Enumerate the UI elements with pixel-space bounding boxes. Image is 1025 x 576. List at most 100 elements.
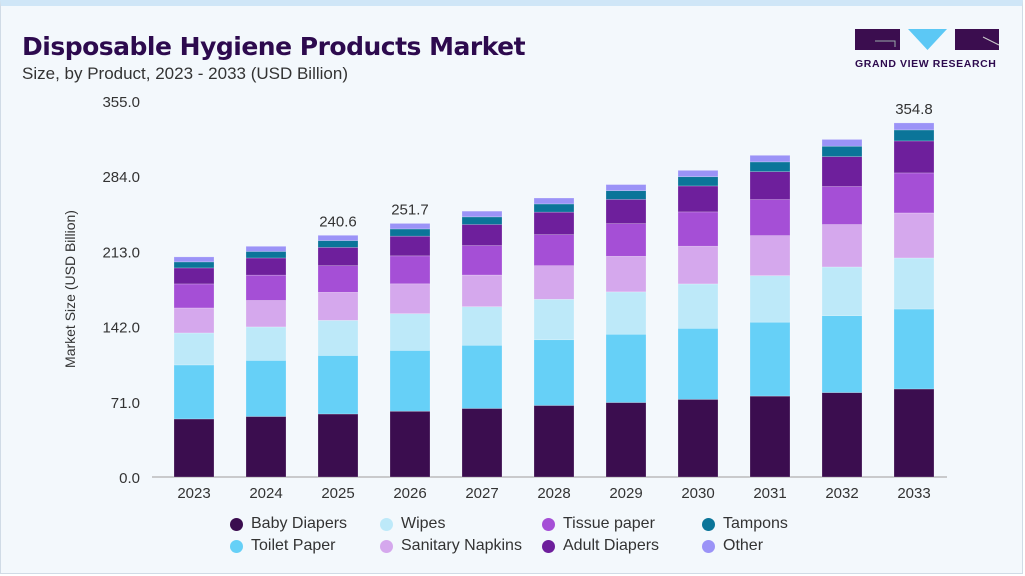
- bar-segment-toilet-paper: [461, 344, 503, 409]
- bar-segment-other: [749, 155, 791, 163]
- legend-swatch: [702, 517, 715, 531]
- bar-segment-sanitary-napkins: [605, 255, 647, 293]
- bar-segment-wipes: [893, 257, 935, 310]
- x-tick-label: 2028: [537, 485, 570, 502]
- legend-label: Tampons: [723, 515, 788, 532]
- bar-segment-tampons: [389, 228, 431, 237]
- bar-segment-adult-diapers: [821, 156, 863, 187]
- bar-segment-baby-diapers: [533, 405, 575, 478]
- bar-segment-other: [461, 210, 503, 218]
- bar-segment-tissue-paper: [605, 223, 647, 257]
- bar-segment-toilet-paper: [245, 360, 287, 417]
- bar-segment-tampons: [821, 145, 863, 157]
- bar-segment-wipes: [605, 291, 647, 335]
- bar-segment-adult-diapers: [461, 224, 503, 246]
- bar-segment-adult-diapers: [893, 140, 935, 174]
- bar-segment-sanitary-napkins: [173, 307, 215, 334]
- bar-segment-baby-diapers: [245, 416, 287, 478]
- bar-segment-tissue-paper: [749, 199, 791, 236]
- bar-segment-wipes: [245, 326, 287, 361]
- bar-segment-adult-diapers: [533, 211, 575, 235]
- x-tick-label: 2026: [393, 485, 426, 502]
- bar-segment-sanitary-napkins: [317, 291, 359, 321]
- bar-segment-sanitary-napkins: [245, 300, 287, 328]
- bar-segment-other: [605, 184, 647, 192]
- legend-swatch: [702, 539, 715, 553]
- bar-segment-toilet-paper: [821, 315, 863, 393]
- bar-segment-baby-diapers: [605, 402, 647, 478]
- grand-view-research-logo: [855, 29, 1000, 50]
- bar-segment-tissue-paper: [893, 172, 935, 214]
- bar-segment-tampons: [533, 203, 575, 213]
- bar-segment-baby-diapers: [677, 399, 719, 478]
- y-tick-label: 213.0: [102, 244, 140, 261]
- bar-segment-tissue-paper: [173, 283, 215, 309]
- x-tick-label: 2029: [609, 485, 642, 502]
- bar-segment-other: [893, 122, 935, 131]
- legend-item: Baby Diapers: [230, 515, 380, 533]
- bar-segment-toilet-paper: [173, 364, 215, 420]
- bar-segment-tampons: [677, 176, 719, 187]
- bar-segment-adult-diapers: [605, 199, 647, 224]
- legend-item: Other: [702, 537, 822, 555]
- bar-segment-other: [245, 246, 287, 252]
- y-tick-label: 71.0: [111, 395, 140, 412]
- bar-total-label: 251.7: [391, 201, 429, 218]
- x-tick-label: 2030: [681, 485, 714, 502]
- chart-subtitle: Size, by Product, 2023 - 2033 (USD Billi…: [22, 64, 348, 83]
- bar-segment-tissue-paper: [317, 265, 359, 293]
- bar-segment-tissue-paper: [389, 255, 431, 285]
- bar-segment-other: [677, 170, 719, 178]
- bar-segment-sanitary-napkins: [749, 235, 791, 276]
- bar-segment-wipes: [389, 313, 431, 351]
- legend-label: Toilet Paper: [251, 537, 336, 554]
- legend-item: Tissue paper: [542, 515, 702, 533]
- bar-segment-baby-diapers: [173, 418, 215, 478]
- bar-segment-adult-diapers: [317, 247, 359, 266]
- bar-segment-toilet-paper: [677, 327, 719, 400]
- legend-swatch: [230, 517, 243, 531]
- logo-text: GRAND VIEW RESEARCH: [855, 58, 997, 70]
- bar-segment-tissue-paper: [677, 211, 719, 247]
- legend-label: Sanitary Napkins: [401, 537, 522, 554]
- bar-segment-wipes: [677, 283, 719, 329]
- bar-segment-tissue-paper: [461, 245, 503, 276]
- bar-segment-sanitary-napkins: [533, 265, 575, 300]
- bar-segment-other: [533, 197, 575, 205]
- y-tick-label: 142.0: [102, 320, 140, 337]
- legend-label: Wipes: [401, 515, 446, 532]
- bar-segment-toilet-paper: [389, 350, 431, 412]
- bar-segment-sanitary-napkins: [821, 224, 863, 268]
- bar-segment-tampons: [173, 261, 215, 269]
- bar-segment-sanitary-napkins: [461, 274, 503, 307]
- bar-segment-baby-diapers: [893, 388, 935, 478]
- bar-segment-other: [821, 139, 863, 147]
- bar-segment-baby-diapers: [749, 395, 791, 478]
- bar-segment-tampons: [893, 129, 935, 142]
- y-tick-label: 284.0: [102, 169, 140, 186]
- legend-item: Wipes: [380, 515, 542, 533]
- bar-total-label: 240.6: [319, 213, 357, 230]
- bar-segment-wipes: [821, 266, 863, 316]
- bar-segment-tampons: [245, 251, 287, 259]
- bar-segment-wipes: [749, 275, 791, 323]
- x-tick-label: 2033: [897, 485, 930, 502]
- legend-label: Other: [723, 537, 764, 554]
- y-tick-label: 0.0: [119, 470, 140, 487]
- x-tick-label: 2027: [465, 485, 498, 502]
- bar-segment-tampons: [749, 161, 791, 172]
- legend-label: Adult Diapers: [563, 537, 660, 554]
- bar-segment-sanitary-napkins: [389, 283, 431, 314]
- legend-swatch: [380, 539, 393, 553]
- bar-segment-wipes: [317, 320, 359, 356]
- legend-item: Tampons: [702, 515, 822, 533]
- bar-segment-tissue-paper: [533, 234, 575, 266]
- bar-segment-baby-diapers: [317, 413, 359, 478]
- y-tick-label: 355.0: [102, 94, 140, 111]
- bar-segment-tampons: [317, 240, 359, 248]
- legend-item: Sanitary Napkins: [380, 537, 542, 555]
- y-axis-label: Market Size (USD Billion): [62, 210, 78, 368]
- bar-segment-wipes: [173, 332, 215, 366]
- bar-segment-toilet-paper: [893, 308, 935, 390]
